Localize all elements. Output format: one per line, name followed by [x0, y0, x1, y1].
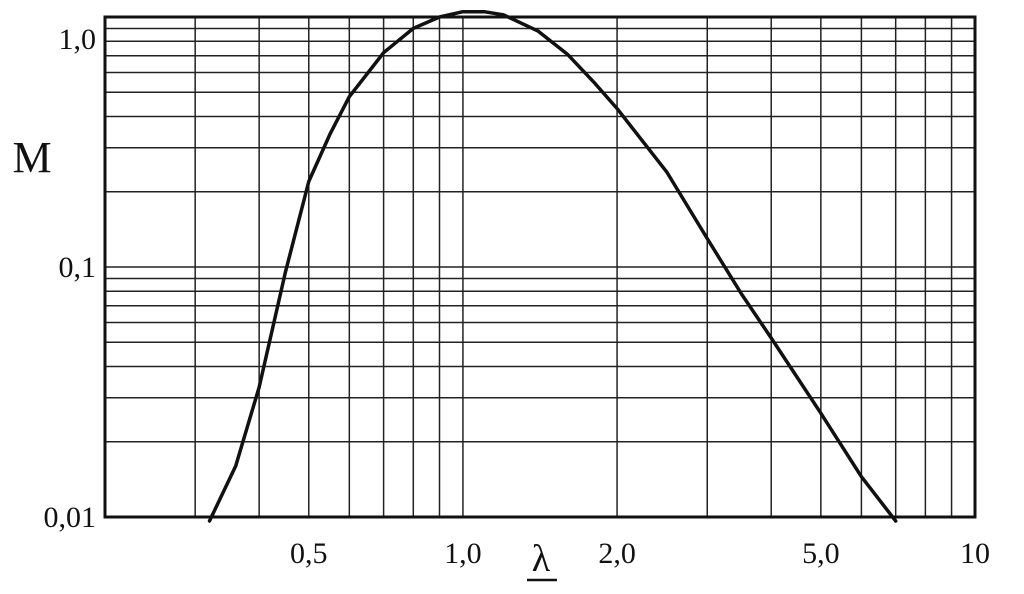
x-axis-label: λ: [532, 538, 551, 580]
y-tick-label: 0,1: [59, 251, 97, 284]
x-tick-label: 10: [960, 537, 990, 570]
y-tick-label: 1,0: [59, 23, 97, 56]
plot-frame: [103, 15, 977, 519]
y-tick-labels: 0,01 0,1 1,0: [44, 23, 97, 534]
y-tick-label: 0,01: [44, 501, 97, 534]
x-tick-label: 2,0: [598, 537, 636, 570]
grid: [105, 17, 975, 517]
y-axis-label: M: [12, 133, 51, 182]
x-tick-label: 5,0: [802, 537, 840, 570]
series-line: [207, 9, 898, 523]
x-tick-label: 0,5: [290, 537, 328, 570]
x-tick-label: 1,0: [444, 537, 482, 570]
x-tick-labels: 0,5 1,0 2,0 5,0 10: [290, 537, 990, 570]
